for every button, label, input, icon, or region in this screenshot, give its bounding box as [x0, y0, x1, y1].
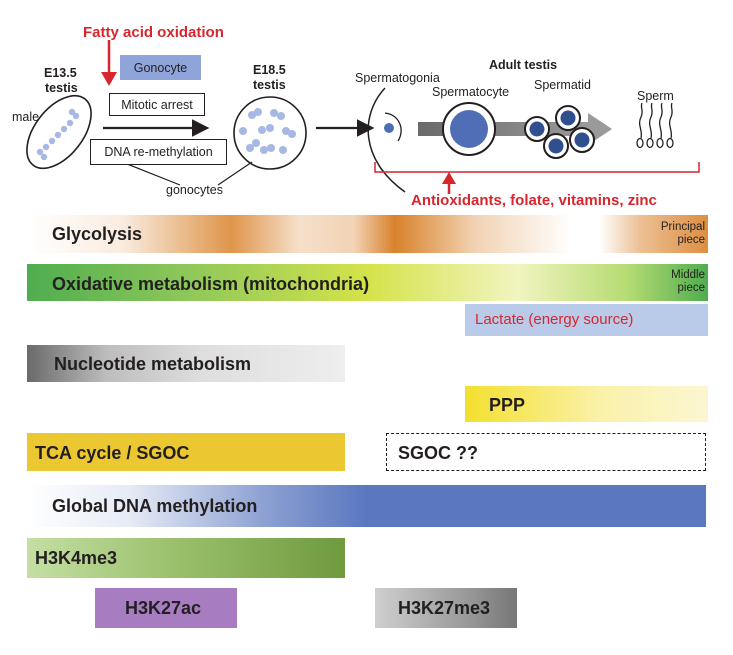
h3k27me3-label: H3K27me3	[398, 598, 491, 618]
spermatogonia-label: Spermatogonia	[355, 71, 440, 85]
sperm-icons	[636, 102, 674, 149]
sperm-label: Sperm	[637, 89, 674, 103]
development-schematic	[26, 40, 700, 194]
nucleotide-metabolism-label: Nucleotide metabolism	[54, 354, 252, 374]
spermatogonia-cell	[384, 123, 394, 133]
e13-testis-label: testis	[45, 81, 78, 95]
tubule-wall	[367, 87, 406, 193]
spermatocyte-label: Spermatocyte	[432, 85, 510, 99]
middle-piece-label: Middle piece	[671, 269, 705, 294]
ppp-label: PPP	[489, 395, 526, 415]
nucleotide-metabolism-bar	[27, 345, 345, 382]
tca-sgoc-label: TCA cycle / SGOC	[35, 443, 190, 463]
h3k4me3-label: H3K4me3	[35, 548, 118, 568]
spermatid-label: Spermatid	[534, 78, 591, 92]
h3k4me3-bar	[27, 538, 345, 578]
mitotic-arrest-box: Mitotic arrest	[109, 93, 205, 116]
global-dna-methylation-label: Global DNA methylation	[52, 496, 258, 516]
glycolysis-label: Glycolysis	[52, 224, 143, 244]
glycolysis-bar	[27, 215, 708, 253]
h3k27ac-bar	[95, 588, 237, 628]
tca-sgoc-bar	[27, 433, 345, 471]
principal-piece-label: Principal piece	[660, 221, 705, 246]
adult-testis-label: Adult testis	[489, 58, 558, 72]
gonocyte-box: Gonocyte	[120, 55, 201, 80]
e13-label: E13.5	[44, 66, 77, 80]
oxidative-metabolism-bar	[27, 264, 708, 301]
sgoc-unknown-box	[386, 433, 706, 471]
global-dna-methylation-bar	[27, 485, 706, 527]
sgoc-unknown-label: SGOC ??	[398, 443, 478, 463]
male-label: male	[12, 110, 40, 124]
oxidative-metabolism-label: Oxidative metabolism (mitochondria)	[52, 274, 370, 294]
spermatid-cells	[524, 105, 595, 159]
h3k27me3-bar	[375, 588, 517, 628]
e18-label: E18.5	[253, 63, 286, 77]
e18-testis-label: testis	[253, 78, 286, 92]
gonocytes-label: gonocytes	[166, 183, 223, 197]
dna-remethylation-box: DNA re-methylation	[90, 139, 227, 165]
lactate-label: Lactate (energy source)	[475, 311, 634, 328]
ppp-bar	[465, 386, 708, 422]
h3k27ac-label: H3K27ac	[125, 598, 202, 618]
adult-testis-bracket	[374, 162, 700, 173]
lactate-bar	[465, 304, 708, 336]
fatty-acid-oxidation-label: Fatty acid oxidation	[83, 24, 224, 41]
antioxidants-label: Antioxidants, folate, vitamins, zinc	[411, 192, 657, 209]
